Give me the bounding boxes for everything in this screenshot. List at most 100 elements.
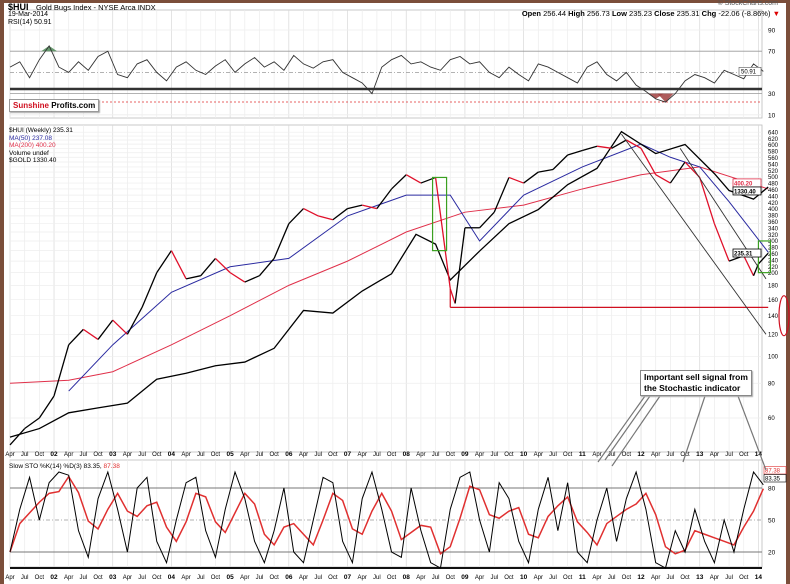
x-tick-label: Jul [21, 452, 29, 458]
hui-price-segment [288, 208, 304, 225]
x-tick-label: Oct [446, 575, 456, 581]
x-tick-label: Oct [93, 452, 103, 458]
stoch-legend-d: 87.38 [103, 463, 120, 470]
stoch-last-badge-k [763, 474, 787, 483]
hui-price-segment [449, 288, 456, 304]
annotation-callout: Important sell signal from the Stochastic… [640, 370, 752, 396]
x-tick-label: 04 [168, 574, 176, 581]
x-tick-label: 05 [227, 574, 235, 581]
hui-price-segment [347, 204, 363, 210]
x-tick-label: Oct [739, 575, 749, 581]
legend-volume: Volume undef [9, 149, 49, 157]
main-tick-label: 480 [768, 182, 779, 188]
x-tick-label: Apr [592, 452, 601, 458]
last-badge-hui [732, 248, 762, 258]
annotation-pointer [682, 395, 706, 463]
hui-price-segment [552, 154, 569, 170]
x-tick-label: Apr [358, 575, 367, 581]
x-tick-label: Oct [563, 452, 573, 458]
x-tick-label: Jul [256, 452, 264, 458]
low-value: 235.23 [629, 9, 652, 18]
x-tick-label: Apr [710, 452, 719, 458]
x-tick-label: Jul [490, 452, 498, 458]
close-label: Close [654, 9, 675, 18]
hui-price-segment [68, 328, 84, 346]
sunshine-profits-logo: Sunshine Profits.com [9, 99, 100, 112]
highlight-ellipse-140 [778, 295, 790, 337]
chg-label: Chg [701, 9, 717, 18]
legend-hui: $HUI (Weekly) 235.31 [9, 127, 73, 134]
x-tick-label: Oct [269, 452, 279, 458]
annotation-pointer [737, 395, 767, 471]
x-tick-label: 07 [344, 574, 352, 581]
x-tick-label: Oct [35, 575, 45, 581]
hui-price-segment [83, 328, 99, 340]
x-tick-label: Oct [504, 452, 514, 458]
hui-price-segment [405, 174, 422, 184]
hui-price-segment [757, 252, 769, 265]
x-tick-label: Apr [358, 452, 367, 458]
x-tick-label: Jul [549, 575, 557, 581]
stoch-d-line [9, 475, 765, 555]
hui-price-segment [493, 177, 510, 213]
hui-price-segment [523, 171, 539, 184]
low-label: Low [611, 9, 627, 18]
high-value: 256.73 [586, 9, 610, 18]
main-tick-label: 140 [768, 314, 779, 320]
x-tick-label: 03 [109, 574, 117, 581]
x-tick-label: 06 [285, 451, 293, 458]
highlight-box-2008 [431, 176, 448, 252]
panel-sto [9, 459, 763, 568]
x-tick-label: 10 [520, 451, 528, 458]
x-tick-label: Oct [152, 452, 162, 458]
main-tick-label: 160 [768, 298, 779, 304]
main-tick-label: 300 [768, 239, 779, 245]
x-tick-label: 09 [461, 451, 469, 458]
main-tick-label: 420 [768, 201, 779, 207]
annotation-pointer [604, 395, 651, 461]
x-tick-label: Apr [123, 452, 132, 458]
x-tick-label: 11 [579, 451, 586, 458]
x-tick-label: Jul [256, 575, 264, 581]
hui-price-segment [508, 176, 524, 184]
rsi-tick-label: 30 [768, 91, 776, 98]
last-label-gold: 1330.40 [734, 189, 756, 195]
x-tick-label: 08 [403, 574, 411, 581]
x-tick-label: Oct [739, 452, 749, 458]
logo-part1: Sunshine [13, 101, 50, 110]
x-tick-label: 06 [285, 574, 293, 581]
index-name: Gold Bugs Index - NYSE Arca INDX [36, 3, 156, 12]
hui-price-segment [156, 250, 172, 274]
x-tick-label: Apr [181, 575, 190, 581]
hui-price-segment [611, 139, 627, 149]
trend-channel-upper [679, 148, 767, 280]
annotation-pointer [611, 395, 661, 467]
ma200-line [9, 166, 769, 384]
rsi-overbought-fill [41, 45, 58, 52]
main-tick-label: 440 [768, 194, 779, 200]
x-tick-label: Apr [123, 575, 132, 581]
hui-price-segment [713, 223, 730, 262]
hui-price-segment [332, 208, 348, 221]
stoch-last-badge-d [763, 466, 787, 475]
x-tick-label: 05 [227, 451, 235, 458]
legend-ma50: MA(50) 237.08 [9, 134, 52, 142]
x-tick-label: 12 [637, 574, 645, 581]
main-tick-label: 180 [768, 284, 779, 290]
x-tick-label: Jul [490, 575, 498, 581]
x-tick-label: 14 [755, 451, 763, 458]
hui-price-segment [24, 417, 40, 430]
hui-price-segment [9, 428, 26, 446]
main-tick-label: 520 [768, 169, 779, 175]
x-tick-label: 02 [50, 574, 58, 581]
x-tick-label: Oct [622, 575, 632, 581]
x-tick-label: 11 [579, 574, 586, 581]
x-tick-label: 02 [50, 451, 58, 458]
hui-price-segment [699, 177, 716, 224]
x-tick-label: Oct [211, 452, 221, 458]
x-tick-label: Jul [373, 575, 381, 581]
main-tick-label: 640 [768, 130, 779, 136]
x-tick-label: 10 [520, 574, 528, 581]
annotation-line2: the Stochastic indicator [644, 383, 741, 393]
